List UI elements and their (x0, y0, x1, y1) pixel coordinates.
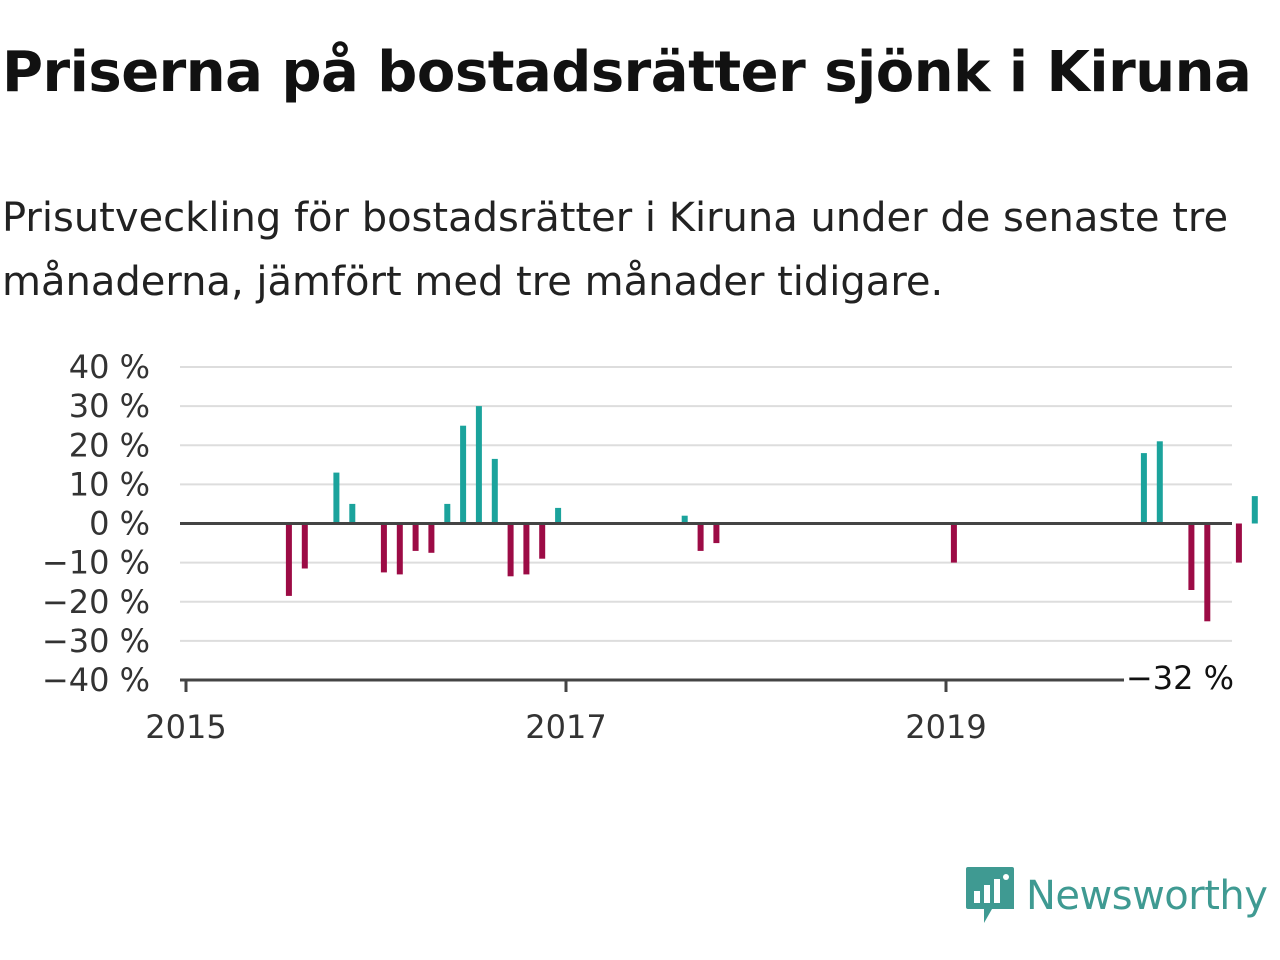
y-tick-label: 0 % (89, 505, 150, 543)
logo-text: Newsworthy (1026, 873, 1268, 919)
bars (285, 406, 1258, 622)
annotation: −32 % (1126, 659, 1234, 697)
y-tick-label: 10 % (69, 465, 150, 503)
bar (475, 406, 482, 524)
y-tick-label: −20 % (42, 583, 150, 621)
x-tick-label: 2017 (525, 708, 606, 746)
y-axis-tick-labels: 40 %30 %20 %10 %0 %−10 %−20 %−30 %−40 % (42, 348, 150, 699)
bar (713, 523, 720, 544)
bar (1235, 523, 1242, 563)
x-tick-label: 2019 (905, 708, 986, 746)
bar (301, 523, 308, 569)
bar (380, 523, 387, 573)
gridlines (180, 366, 1232, 642)
bar (523, 523, 530, 575)
bar (333, 472, 340, 524)
bar (1251, 496, 1258, 524)
bar (396, 523, 403, 575)
bar (697, 523, 704, 551)
bar (1156, 441, 1163, 524)
bar (539, 523, 546, 559)
y-tick-label: 30 % (69, 387, 150, 425)
y-tick-label: 20 % (69, 426, 150, 464)
y-tick-label: −40 % (42, 661, 150, 699)
bar (507, 523, 514, 577)
chart-title: Priserna på bostadsrätter sjönk i Kiruna (2, 40, 1252, 105)
bar (1204, 523, 1211, 622)
x-tick-label: 2015 (145, 708, 226, 746)
bar (555, 507, 562, 524)
bar (460, 425, 467, 524)
bar (349, 503, 356, 524)
bar (444, 503, 451, 524)
chart-subtitle: Prisutveckling för bostadsrätter i Kirun… (2, 195, 1229, 305)
bar (412, 523, 419, 551)
y-tick-label: 40 % (69, 348, 150, 386)
bar (1188, 523, 1195, 590)
newsworthy-logo: Newsworthy (964, 864, 1268, 928)
bar (428, 523, 435, 553)
annotation-label: −32 % (1126, 659, 1234, 697)
bar-chart: 40 %30 %20 %10 %0 %−10 %−20 %−30 %−40 % … (42, 348, 1258, 746)
bar (285, 523, 292, 596)
bar (491, 458, 498, 524)
newsworthy-logo-icon (966, 867, 1014, 923)
bar (950, 523, 957, 563)
bar (681, 515, 688, 524)
y-tick-label: −10 % (42, 544, 150, 582)
x-axis-tick-labels: 201520172019202120232025 (145, 708, 986, 746)
y-tick-label: −30 % (42, 622, 150, 660)
bar (1140, 453, 1147, 524)
axes (180, 522, 1232, 692)
